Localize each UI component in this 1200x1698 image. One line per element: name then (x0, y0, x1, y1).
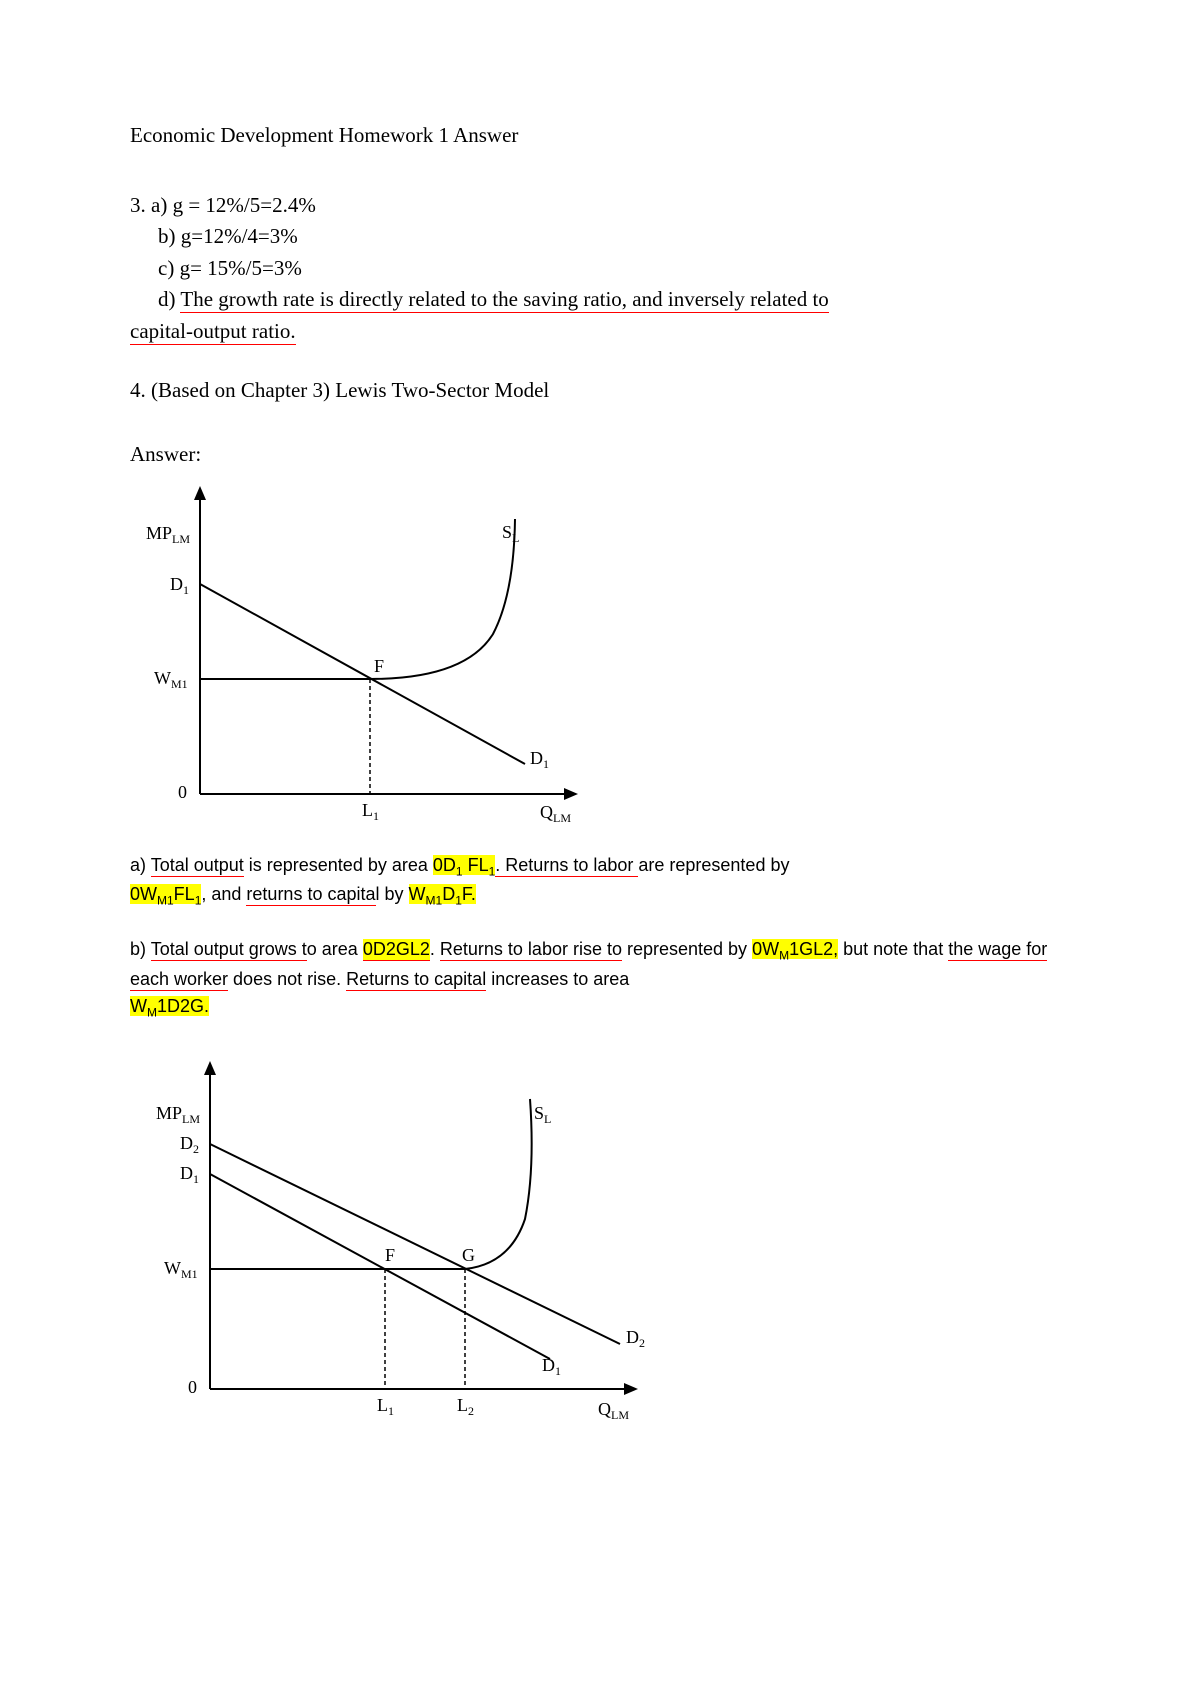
document-page: Economic Development Homework 1 Answer 3… (0, 0, 1200, 1527)
chart1-l1-label: L1 (362, 800, 379, 823)
chart1-sl-label: SL (502, 522, 519, 545)
chart1-wm1-label: WM1 (154, 668, 188, 691)
pb-t1: Total output grows t (151, 939, 307, 961)
chart2-d2-end-label: D2 (626, 1327, 645, 1350)
chart1-d1-y-label: D1 (170, 574, 189, 597)
chart2-qlm-label: QLM (598, 1399, 629, 1422)
pb-t5: represented by (622, 939, 752, 959)
chart2-d1-y-label: D1 (180, 1163, 199, 1186)
doc-title: Economic Development Homework 1 Answer (130, 120, 1070, 152)
pa-t2: is represented by area (244, 855, 433, 875)
chart1-mplm-label: MPLM (146, 523, 190, 546)
chart2-svg: MPLM D2 D1 WM1 0 L1 L2 QLM F G SL D1 D2 (130, 1049, 690, 1429)
lewis-chart-1: MPLM D1 WM1 0 L1 QLM F SL D1 (130, 474, 1070, 834)
q3-d-prefix: d) (130, 287, 180, 311)
q3-d: d) The growth rate is directly related t… (130, 284, 1070, 316)
q3-b: b) g=12%/4=3% (130, 221, 1070, 253)
question-3: 3. a) g = 12%/5=2.4% b) g=12%/4=3% c) g=… (130, 190, 1070, 348)
pa-t6: , and (201, 884, 246, 904)
chart2-f-label: F (385, 1245, 395, 1265)
chart2-l1-label: L1 (377, 1395, 394, 1418)
chart2-origin-label: 0 (188, 1377, 197, 1397)
chart1-d1-end-label: D1 (530, 748, 549, 771)
q3-d-line2: capital-output ratio. (130, 316, 1070, 348)
question-4-title: 4. (Based on Chapter 3) Lewis Two-Sector… (130, 375, 1070, 407)
chart2-d2-y-label: D2 (180, 1133, 199, 1156)
q3-d-underline-1: The growth rate is directly related to t… (180, 287, 828, 313)
q3-d-underline-2: capital-output ratio. (130, 319, 296, 345)
pb-hl1: 0D2GL2 (363, 939, 430, 961)
pb-pre: b) (130, 939, 151, 959)
pa-hl1: 0D1 FL1 (433, 855, 495, 875)
q3-c: c) g= 15%/5=3% (130, 253, 1070, 285)
answer-part-b: b) Total output grows to area 0D2GL2. Re… (130, 936, 1070, 1022)
chart1-qlm-label: QLM (540, 802, 571, 825)
pa-t5: are represented by (638, 855, 789, 875)
chart1-origin-label: 0 (178, 782, 187, 802)
pa-hl2: 0WM1FL1 (130, 884, 201, 904)
answer-part-a: a) Total output is represented by area 0… (130, 852, 1070, 910)
chart2-l2-label: L2 (457, 1395, 474, 1418)
pb-t9: Returns to capital (346, 969, 486, 991)
pa-t4: Returns to labor (500, 855, 638, 877)
pb-t4: Returns to labor rise to (440, 939, 622, 961)
pa-t7: returns to capita (246, 884, 375, 906)
chart2-mplm-label: MPLM (156, 1103, 200, 1126)
pb-t8: does not rise. (228, 969, 346, 989)
chart2-wm1-label: WM1 (164, 1258, 198, 1281)
pb-hl3: WM1D2G. (130, 996, 209, 1016)
answer-label: Answer: (130, 439, 1070, 471)
pa-t1: Total output (151, 855, 244, 877)
pb-t6: but note that (838, 939, 948, 959)
pa-pre: a) (130, 855, 151, 875)
chart1-f-label: F (374, 656, 384, 676)
q3-a: 3. a) g = 12%/5=2.4% (130, 190, 1070, 222)
chart1-svg: MPLM D1 WM1 0 L1 QLM F SL D1 (130, 474, 630, 834)
chart2-d1-end-label: D1 (542, 1355, 561, 1378)
pb-t3: . (430, 939, 440, 959)
pb-t2: o area (307, 939, 363, 959)
pa-hl3: WM1D1F. (409, 884, 476, 904)
lewis-chart-2: MPLM D2 D1 WM1 0 L1 L2 QLM F G SL D1 D2 (130, 1049, 1070, 1429)
pa-t8: l by (376, 884, 409, 904)
chart2-sl-label: SL (534, 1103, 551, 1126)
pb-hl2: 0WM1GL2, (752, 939, 838, 959)
chart2-g-label: G (462, 1245, 475, 1265)
pb-t10: increases to area (486, 969, 629, 989)
